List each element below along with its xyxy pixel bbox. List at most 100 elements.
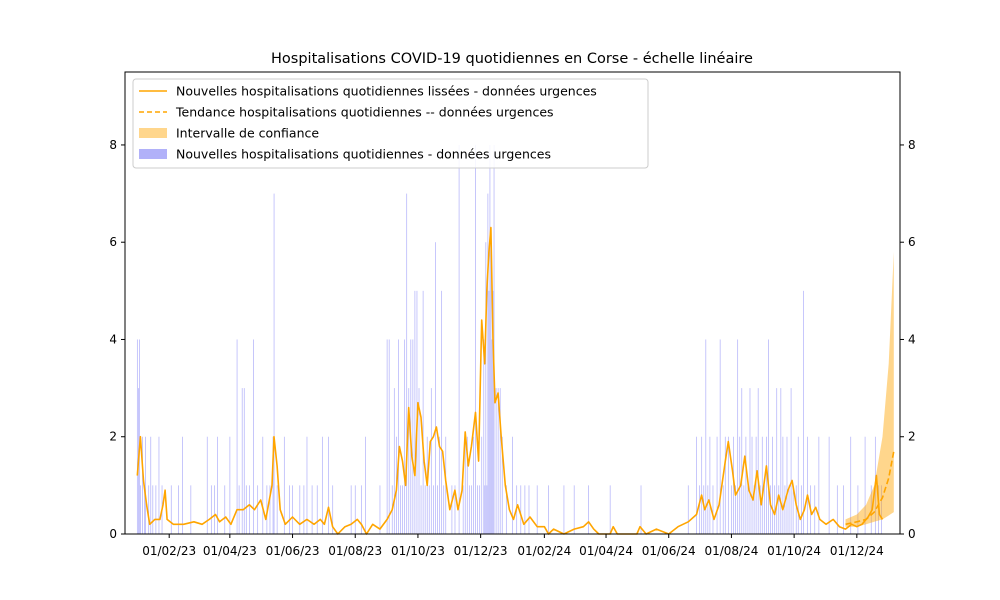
data-bar bbox=[573, 485, 575, 534]
data-bar bbox=[790, 388, 792, 534]
confidence-band bbox=[845, 251, 894, 527]
data-bar bbox=[249, 485, 250, 534]
data-bar bbox=[778, 485, 780, 534]
data-bar bbox=[466, 436, 468, 534]
data-bar bbox=[388, 339, 390, 534]
data-bar bbox=[145, 436, 146, 534]
data-bar bbox=[784, 485, 786, 534]
data-bar bbox=[236, 339, 238, 534]
data-bar bbox=[788, 485, 790, 534]
data-bar bbox=[640, 485, 642, 534]
data-bar bbox=[818, 436, 820, 534]
data-bar bbox=[757, 388, 759, 534]
x-tick-label: 01/06/23 bbox=[266, 544, 320, 558]
x-tick-label: 01/08/23 bbox=[328, 544, 382, 558]
y-tick-label-left: 2 bbox=[109, 430, 117, 444]
data-bar bbox=[782, 436, 784, 534]
plot-area bbox=[136, 144, 895, 535]
data-bar bbox=[306, 436, 308, 534]
data-bar bbox=[857, 485, 859, 534]
data-bar bbox=[780, 388, 782, 534]
data-bar bbox=[332, 485, 334, 534]
data-bar bbox=[437, 485, 438, 534]
data-bar bbox=[524, 485, 526, 534]
data-bar bbox=[687, 485, 689, 534]
data-bar bbox=[497, 388, 499, 534]
data-bar bbox=[505, 485, 507, 534]
data-bar bbox=[424, 485, 426, 534]
data-bar bbox=[536, 485, 538, 534]
smoothed-line bbox=[136, 226, 884, 535]
data-bar bbox=[489, 144, 491, 534]
legend-label: Nouvelles hospitalisations quotidiennes … bbox=[176, 84, 597, 99]
data-bar bbox=[735, 485, 736, 534]
data-bar bbox=[743, 485, 745, 534]
data-bar bbox=[722, 485, 724, 534]
data-bar bbox=[475, 144, 476, 534]
data-bar bbox=[350, 485, 352, 534]
data-bar bbox=[776, 388, 778, 534]
data-bar bbox=[272, 436, 274, 534]
data-bar bbox=[797, 436, 799, 534]
data-bar bbox=[490, 242, 492, 534]
data-bar bbox=[881, 485, 882, 534]
data-bar bbox=[406, 193, 408, 534]
data-bar bbox=[786, 436, 788, 534]
data-bar bbox=[299, 485, 301, 534]
data-bar bbox=[454, 485, 456, 534]
data-bar bbox=[501, 436, 503, 534]
data-bar bbox=[229, 436, 231, 534]
data-bar bbox=[477, 485, 478, 534]
data-bar bbox=[807, 436, 808, 534]
data-bar bbox=[520, 485, 522, 534]
y-tick-label-right: 6 bbox=[908, 235, 916, 249]
data-bar bbox=[241, 388, 243, 534]
data-bar bbox=[473, 436, 474, 534]
data-bar bbox=[441, 290, 443, 534]
data-bar bbox=[716, 436, 718, 534]
data-bar bbox=[724, 436, 726, 534]
data-bar bbox=[512, 436, 513, 534]
data-bar bbox=[276, 485, 278, 534]
data-bar bbox=[269, 485, 271, 534]
data-bar bbox=[402, 485, 403, 534]
data-bar bbox=[316, 485, 318, 534]
data-bar bbox=[609, 485, 611, 534]
data-bar bbox=[479, 485, 481, 534]
data-bar bbox=[499, 388, 501, 534]
data-bar bbox=[699, 485, 701, 534]
data-bar bbox=[257, 485, 259, 534]
x-tick-label: 01/10/24 bbox=[767, 544, 821, 558]
data-bar bbox=[289, 485, 290, 534]
data-bar bbox=[150, 436, 152, 534]
data-bar bbox=[763, 485, 765, 534]
data-bar bbox=[719, 339, 721, 534]
data-bar bbox=[148, 485, 150, 534]
data-bar bbox=[709, 436, 711, 534]
y-tick-label-right: 4 bbox=[908, 332, 916, 346]
data-bar bbox=[224, 485, 226, 534]
x-tick-label: 01/10/23 bbox=[391, 544, 445, 558]
data-bar bbox=[206, 436, 208, 534]
data-bar bbox=[443, 485, 445, 534]
data-bar bbox=[755, 436, 757, 534]
axis-ticks: 0 0 2 2 4 4 6 6 8 8 01/02/23 01/04/23 01/06/23 01/08/… bbox=[109, 138, 915, 558]
data-bar bbox=[420, 485, 422, 534]
data-bar bbox=[468, 485, 470, 534]
data-bar bbox=[439, 436, 440, 534]
data-bar bbox=[774, 485, 776, 534]
data-bar bbox=[428, 485, 430, 534]
data-bar bbox=[433, 485, 434, 534]
data-bar bbox=[745, 436, 747, 534]
data-bar bbox=[462, 485, 464, 534]
data-bar bbox=[273, 193, 275, 534]
legend-box bbox=[132, 78, 649, 169]
data-bar bbox=[739, 436, 741, 534]
legend-label: Intervalle de confiance bbox=[176, 126, 319, 141]
x-tick-label: 01/04/23 bbox=[203, 544, 257, 558]
data-bar bbox=[471, 485, 472, 534]
data-bar bbox=[770, 485, 771, 534]
data-bar bbox=[354, 485, 356, 534]
x-tick-label: 01/04/24 bbox=[579, 544, 633, 558]
